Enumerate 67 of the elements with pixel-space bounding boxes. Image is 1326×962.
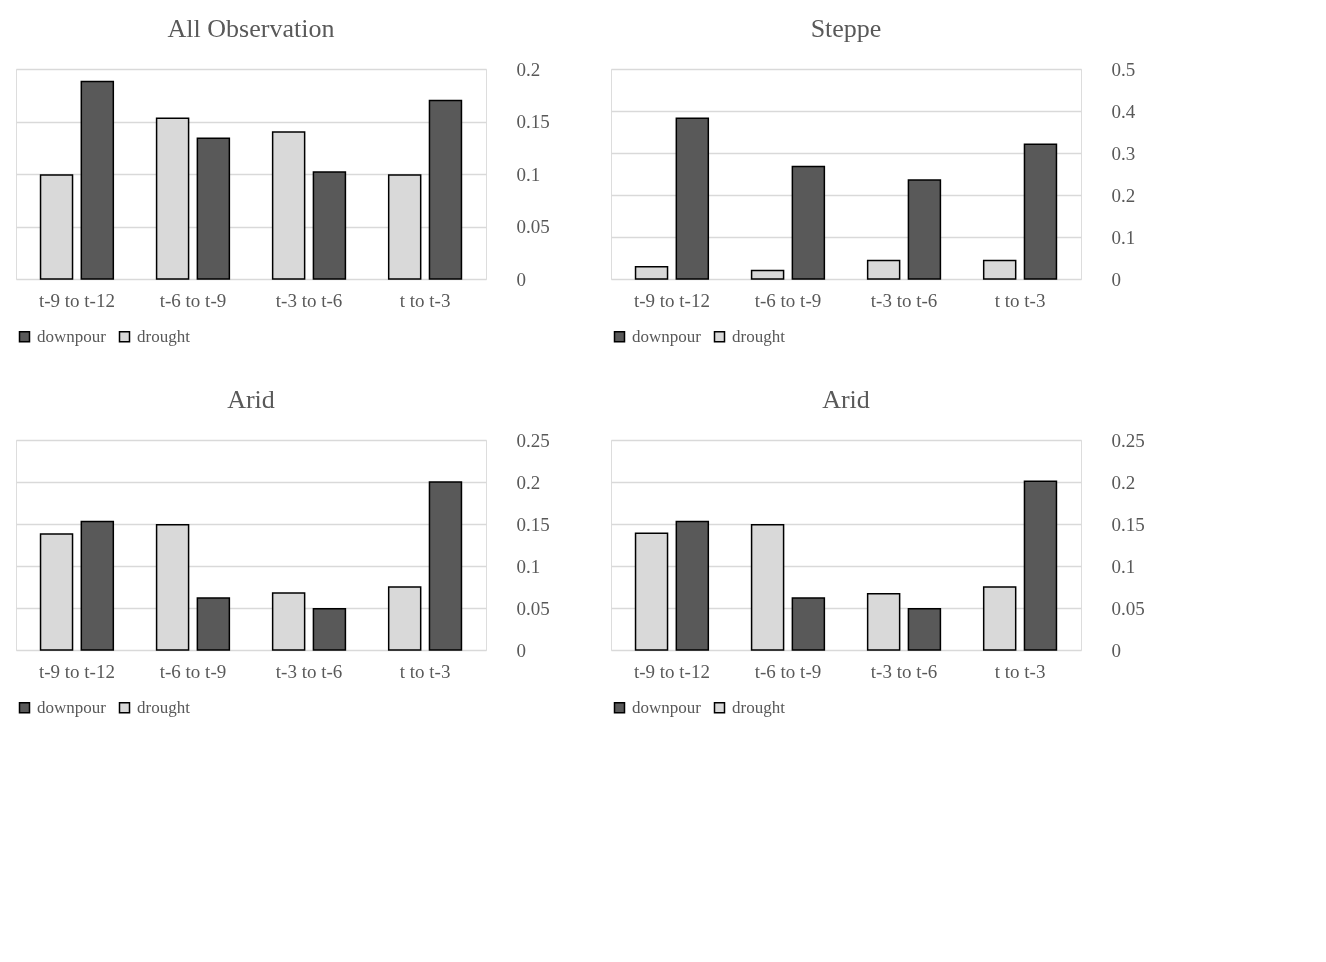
x-tick-label: t-6 to t-9 — [159, 660, 227, 682]
y-tick-label: 0.05 — [516, 216, 550, 237]
y-tick-label: 0.3 — [1111, 142, 1136, 164]
chart-title: Arid — [227, 385, 275, 414]
bar — [1023, 480, 1058, 651]
bar — [80, 80, 115, 280]
y-tick-label: 0.05 — [516, 597, 550, 619]
y-tick-label: 0.25 — [516, 429, 550, 451]
legend-label: drought — [732, 326, 786, 346]
y-tick-label: 0.15 — [516, 111, 550, 132]
y-tick-label: 0.5 — [1111, 58, 1136, 80]
bar — [1023, 143, 1058, 280]
y-tick-label: 0.4 — [1111, 100, 1136, 122]
y-tick-label: 0.2 — [1111, 184, 1136, 206]
y-tick-label: 0.1 — [516, 555, 541, 577]
y-tick-label: 0.2 — [516, 58, 541, 80]
x-tick-label: t-9 to t-12 — [38, 660, 115, 682]
x-tick-label: t-3 to t-6 — [275, 289, 343, 311]
y-tick-label: 0.1 — [1111, 555, 1136, 577]
bar — [791, 165, 826, 280]
x-tick-label: t-6 to t-9 — [754, 660, 822, 682]
chart-title: Steppe — [810, 14, 882, 43]
x-tick-label: t to t-3 — [399, 289, 451, 311]
x-tick-label: t to t-3 — [994, 660, 1046, 682]
x-tick-label: t-9 to t-12 — [38, 289, 115, 311]
y-tick-label: 0.1 — [516, 163, 541, 185]
y-tick-label: 0.1 — [1111, 226, 1136, 248]
bar — [312, 171, 347, 280]
bar — [196, 597, 231, 651]
x-tick-label: t-9 to t-12 — [633, 660, 710, 682]
y-tick-label: 0.2 — [516, 471, 541, 493]
bar — [675, 520, 710, 651]
bar — [196, 137, 231, 280]
x-tick-label: t-3 to t-6 — [275, 660, 343, 682]
bar — [675, 117, 710, 280]
bar — [80, 520, 115, 651]
bar — [907, 608, 942, 651]
y-tick-label: 0.05 — [1111, 597, 1145, 619]
x-tick-label: t to t-3 — [994, 289, 1046, 311]
chart-title: Arid — [822, 385, 870, 414]
y-tick-label: 0 — [1111, 268, 1121, 290]
y-tick-label: 0 — [516, 268, 526, 290]
x-tick-label: t-3 to t-6 — [870, 660, 938, 682]
legend-label: downpour — [37, 326, 107, 346]
x-tick-label: t-9 to t-12 — [633, 289, 710, 311]
bar — [907, 179, 942, 280]
chart-title: All Observation — [167, 14, 335, 43]
y-tick-label: 0.15 — [516, 513, 550, 535]
legend-label: drought — [137, 697, 191, 717]
x-tick-label: t to t-3 — [399, 660, 451, 682]
y-tick-label: 0 — [1111, 639, 1121, 661]
legend-label: drought — [137, 326, 191, 346]
bar — [428, 99, 463, 280]
y-tick-label: 0.2 — [1111, 471, 1136, 493]
legend-label: drought — [732, 697, 786, 717]
x-tick-label: t-3 to t-6 — [870, 289, 938, 311]
y-tick-label: 0.15 — [1111, 513, 1145, 535]
x-tick-label: t-6 to t-9 — [754, 289, 822, 311]
bar — [791, 597, 826, 651]
legend-label: downpour — [632, 697, 702, 717]
legend-label: downpour — [632, 326, 702, 346]
y-tick-label: 0 — [516, 639, 526, 661]
x-tick-label: t-6 to t-9 — [159, 289, 227, 311]
bar — [428, 481, 463, 651]
bar — [312, 608, 347, 651]
legend-label: downpour — [37, 697, 107, 717]
y-tick-label: 0.25 — [1111, 429, 1145, 451]
